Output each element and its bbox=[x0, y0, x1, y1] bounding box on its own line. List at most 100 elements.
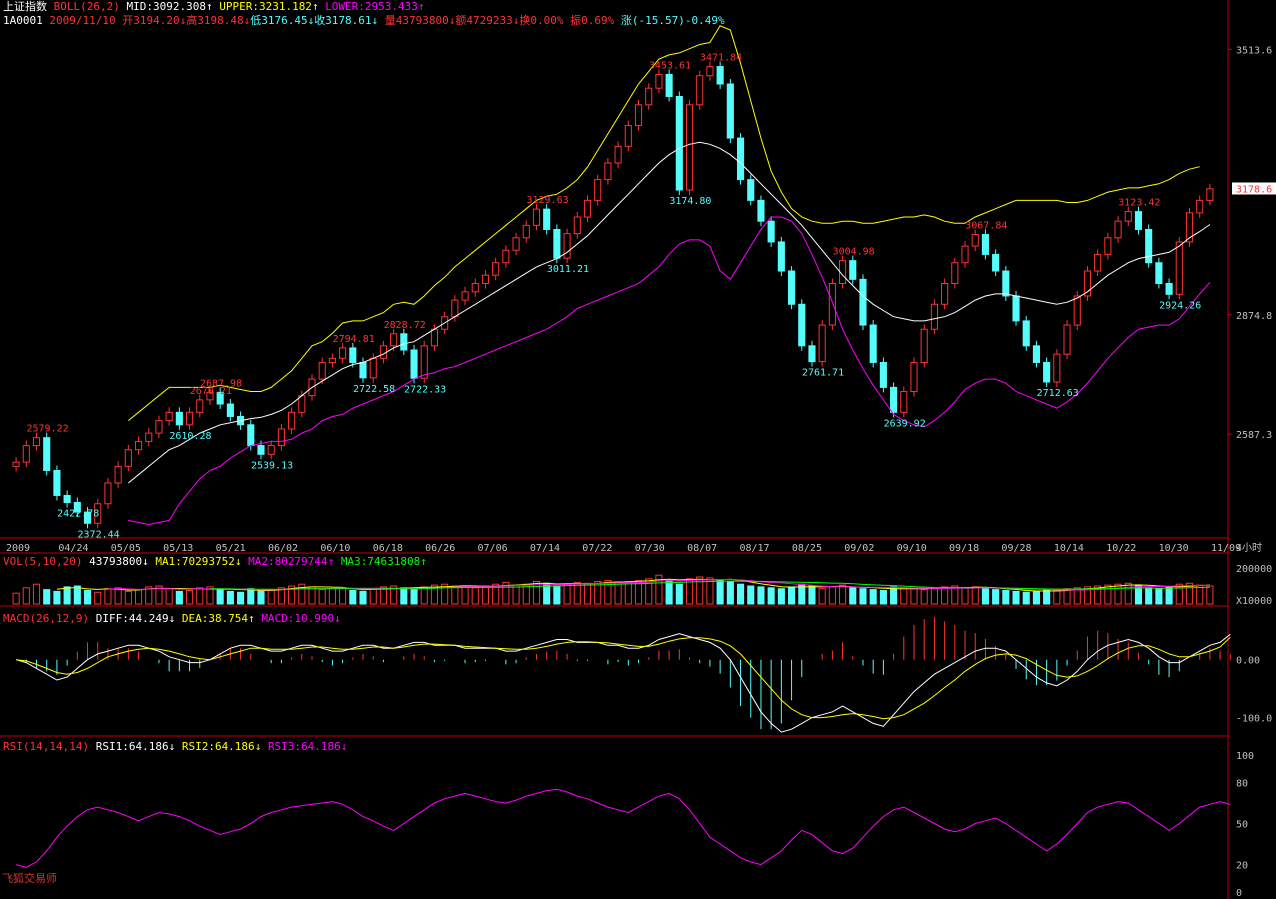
volume-bar bbox=[94, 591, 102, 605]
volume-bar bbox=[941, 586, 949, 605]
candle-body bbox=[522, 224, 530, 239]
volume-bar bbox=[481, 585, 490, 605]
volume-bar bbox=[257, 590, 265, 605]
volume-bar bbox=[104, 588, 112, 605]
x-tick-label: 10/30 bbox=[1159, 543, 1189, 554]
x-tick-label: 09/10 bbox=[897, 543, 927, 554]
volume-bar bbox=[910, 588, 918, 605]
candle-body bbox=[461, 291, 469, 301]
rsi-header: RSI(14,14,14) RSI1:64.186↓ RSI2:64.186↓ … bbox=[3, 740, 347, 753]
x-tick-label: 07/06 bbox=[478, 543, 508, 554]
volume-bar bbox=[828, 586, 836, 605]
candle-body bbox=[277, 428, 285, 447]
candle-body bbox=[828, 283, 836, 326]
vol-unit-label: X10000 bbox=[1236, 596, 1272, 607]
quote-high: 高3198.48 bbox=[186, 14, 244, 27]
rsi3-dir: ↓ bbox=[340, 740, 348, 753]
boll-upper-line bbox=[127, 25, 1200, 421]
rsi1: RSI1:64.186 bbox=[95, 740, 169, 753]
volume-bar bbox=[441, 583, 449, 605]
candle-body bbox=[185, 411, 194, 426]
candle-body bbox=[553, 228, 561, 259]
candle-body bbox=[910, 361, 918, 393]
volume-bar bbox=[1002, 590, 1010, 605]
boll-mid: MID:3092.308 bbox=[126, 0, 206, 13]
price-label: 2579.22 bbox=[27, 424, 69, 435]
rsi-tick-label: 20 bbox=[1236, 861, 1248, 872]
volume-bar bbox=[716, 580, 724, 605]
rsi-tick-label: 100 bbox=[1236, 751, 1254, 762]
rsi-tick-label: 50 bbox=[1236, 820, 1248, 831]
candle-body bbox=[1196, 199, 1204, 214]
vol-ma2: MA2:80279744 bbox=[248, 555, 328, 568]
volume-bar bbox=[155, 585, 163, 605]
volume-bar bbox=[706, 577, 714, 605]
boll-upper-dir: ↑ bbox=[311, 0, 319, 13]
quote-amount: 额4729233 bbox=[455, 14, 513, 27]
x-tick-label: 05/13 bbox=[163, 543, 193, 554]
candle-body bbox=[349, 347, 357, 363]
volume-bar bbox=[696, 576, 704, 605]
volume-bar bbox=[726, 581, 734, 605]
quote-low: 低3176.45 bbox=[250, 14, 308, 27]
volume-bar bbox=[890, 586, 898, 605]
candle-body bbox=[1206, 188, 1214, 201]
candle-body bbox=[12, 461, 20, 467]
candle-body bbox=[869, 324, 877, 363]
candle-body bbox=[583, 199, 592, 218]
candle-body bbox=[808, 345, 816, 363]
volume-bar bbox=[604, 580, 612, 605]
boll-mid-dir: ↑ bbox=[205, 0, 213, 13]
candle-body bbox=[716, 66, 724, 85]
candle-body bbox=[1083, 270, 1092, 297]
candle-body bbox=[43, 437, 51, 472]
macd-tick-label: 0.00 bbox=[1236, 656, 1260, 667]
volume-bar bbox=[318, 589, 326, 605]
candle-body bbox=[1043, 361, 1051, 383]
vol-header: VOL(5,10,20) 43793800↓ MA1:70293752↓ MA2… bbox=[3, 555, 427, 568]
candle-body bbox=[1012, 295, 1020, 322]
vol-ma1: MA1:70293752 bbox=[155, 555, 235, 568]
quote-date: 2009/11/10 bbox=[49, 14, 116, 27]
candle-body bbox=[32, 437, 41, 447]
price-label: 2761.71 bbox=[802, 368, 844, 379]
volume-bar bbox=[839, 584, 847, 605]
volume-bar bbox=[339, 587, 347, 605]
candle-body bbox=[900, 391, 908, 413]
quote-open: 开3194.20 bbox=[122, 14, 180, 27]
candle-body bbox=[1073, 295, 1081, 326]
candle-body bbox=[247, 424, 255, 447]
candle-body bbox=[798, 303, 806, 347]
vol-ma3-line bbox=[209, 580, 1210, 590]
volume-bar bbox=[73, 585, 81, 605]
volume-bar bbox=[645, 578, 653, 605]
x-tick-label: 08/07 bbox=[687, 543, 717, 554]
candle-body bbox=[318, 361, 326, 380]
candle-body bbox=[420, 345, 428, 379]
volume-bar bbox=[1134, 585, 1143, 605]
volume-bar bbox=[226, 590, 234, 605]
macd-header: MACD(26,12,9) DIFF:44.249↓ DEA:38.754↑ M… bbox=[3, 612, 341, 625]
candle-body bbox=[134, 440, 143, 451]
candle-body bbox=[543, 208, 551, 230]
vol-ma2-dir: ↑ bbox=[327, 555, 335, 568]
volume-bar bbox=[379, 586, 387, 605]
price-label: 2828.72 bbox=[384, 320, 426, 331]
volume-bar bbox=[134, 589, 143, 605]
vol-ma1-dir: ↓ bbox=[234, 555, 242, 568]
quote-header: 1A0001 2009/11/10 开3194.20↓高3198.48↓低317… bbox=[3, 14, 725, 27]
volume-bar bbox=[175, 590, 183, 605]
volume-bar bbox=[961, 587, 969, 605]
candle-body bbox=[675, 95, 683, 191]
x-tick-label: 07/22 bbox=[582, 543, 612, 554]
candle-body bbox=[22, 445, 30, 463]
candle-body bbox=[267, 445, 275, 455]
volume-bar bbox=[736, 583, 745, 605]
candle-body bbox=[573, 216, 581, 235]
x-tick-label: 04/24 bbox=[58, 543, 88, 554]
candle-body bbox=[767, 220, 775, 243]
price-label: 2722.33 bbox=[404, 384, 446, 395]
volume-bar bbox=[849, 587, 857, 605]
volume-bar bbox=[1053, 590, 1061, 605]
